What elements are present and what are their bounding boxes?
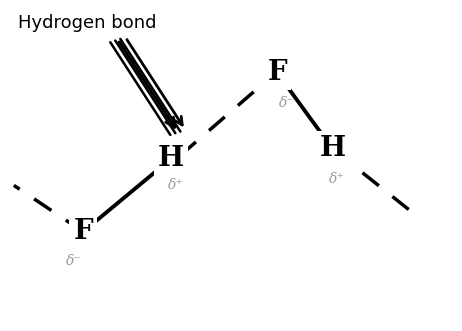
- Text: Hydrogen bond: Hydrogen bond: [18, 14, 157, 32]
- Text: F: F: [267, 59, 287, 86]
- Text: H: H: [158, 145, 184, 172]
- Text: δ⁺: δ⁺: [329, 172, 345, 186]
- Text: F: F: [73, 218, 93, 245]
- Text: δ⁻: δ⁻: [279, 96, 294, 110]
- Text: δ⁻: δ⁻: [66, 255, 82, 268]
- Text: H: H: [320, 135, 346, 163]
- Text: δ⁺: δ⁺: [168, 178, 183, 192]
